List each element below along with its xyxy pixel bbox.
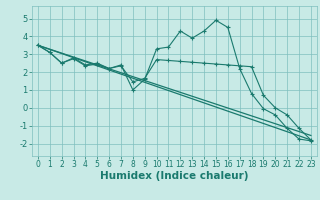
X-axis label: Humidex (Indice chaleur): Humidex (Indice chaleur) — [100, 171, 249, 181]
